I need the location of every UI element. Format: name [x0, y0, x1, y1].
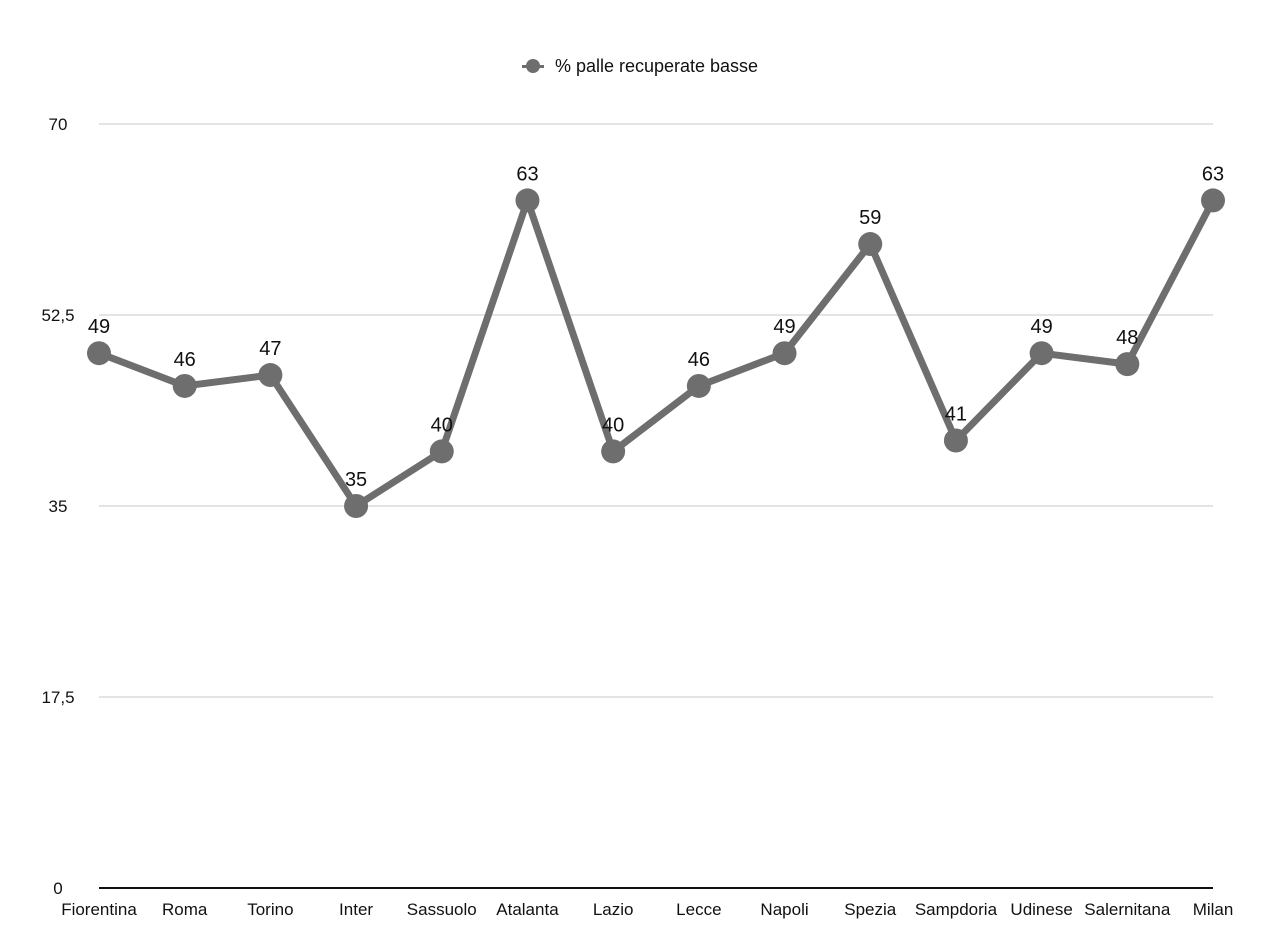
x-tick-label: Napoli	[760, 900, 808, 919]
x-tick-label: Lazio	[593, 900, 634, 919]
data-label: 46	[174, 349, 196, 371]
data-point	[601, 439, 626, 464]
data-label: 46	[688, 349, 710, 371]
x-tick-label: Atalanta	[496, 900, 559, 919]
legend-marker-icon	[521, 59, 544, 74]
x-tick-label: Fiorentina	[61, 900, 137, 919]
x-tick-label: Spezia	[844, 900, 897, 919]
y-tick-label: 52,5	[41, 306, 74, 325]
x-tick-label: Torino	[247, 900, 293, 919]
y-tick-label: 35	[49, 497, 68, 516]
x-tick-label: Milan	[1193, 900, 1234, 919]
data-label: 48	[1116, 327, 1138, 349]
data-point	[429, 439, 454, 464]
data-point	[1201, 188, 1225, 213]
legend: % palle recuperate basse	[0, 55, 1280, 77]
x-tick-label: Salernitana	[1084, 900, 1171, 919]
data-point	[1115, 352, 1140, 377]
y-tick-label: 0	[53, 879, 62, 898]
x-tick-label: Sampdoria	[915, 900, 998, 919]
data-label: 49	[88, 316, 110, 338]
data-point	[344, 494, 369, 518]
x-tick-label: Udinese	[1010, 900, 1072, 919]
data-point	[172, 373, 197, 398]
y-tick-label: 70	[49, 115, 68, 134]
x-tick-label: Roma	[162, 900, 208, 919]
data-point	[686, 373, 711, 398]
data-point	[258, 363, 283, 388]
data-label: 49	[1030, 316, 1052, 338]
data-label: 35	[345, 469, 367, 491]
series-line	[95, 196, 1217, 510]
data-label: 40	[602, 414, 624, 436]
x-tick-label: Lecce	[676, 900, 721, 919]
data-label: 49	[773, 316, 795, 338]
data-label: 47	[259, 338, 281, 360]
data-label: 63	[1202, 163, 1224, 185]
legend-label: % palle recuperate basse	[554, 55, 759, 76]
x-tick-label: Inter	[339, 900, 373, 919]
x-tick-label: Sassuolo	[407, 900, 477, 919]
data-label: 40	[431, 414, 453, 436]
data-point	[858, 232, 883, 257]
y-tick-label: 17,5	[41, 688, 74, 707]
data-label: 63	[516, 163, 538, 185]
data-point	[772, 341, 797, 366]
data-point	[515, 188, 540, 213]
data-point	[943, 428, 968, 453]
data-point	[1029, 341, 1054, 366]
data-label: 59	[859, 207, 881, 229]
data-label: 41	[945, 404, 967, 426]
data-point	[87, 341, 111, 366]
